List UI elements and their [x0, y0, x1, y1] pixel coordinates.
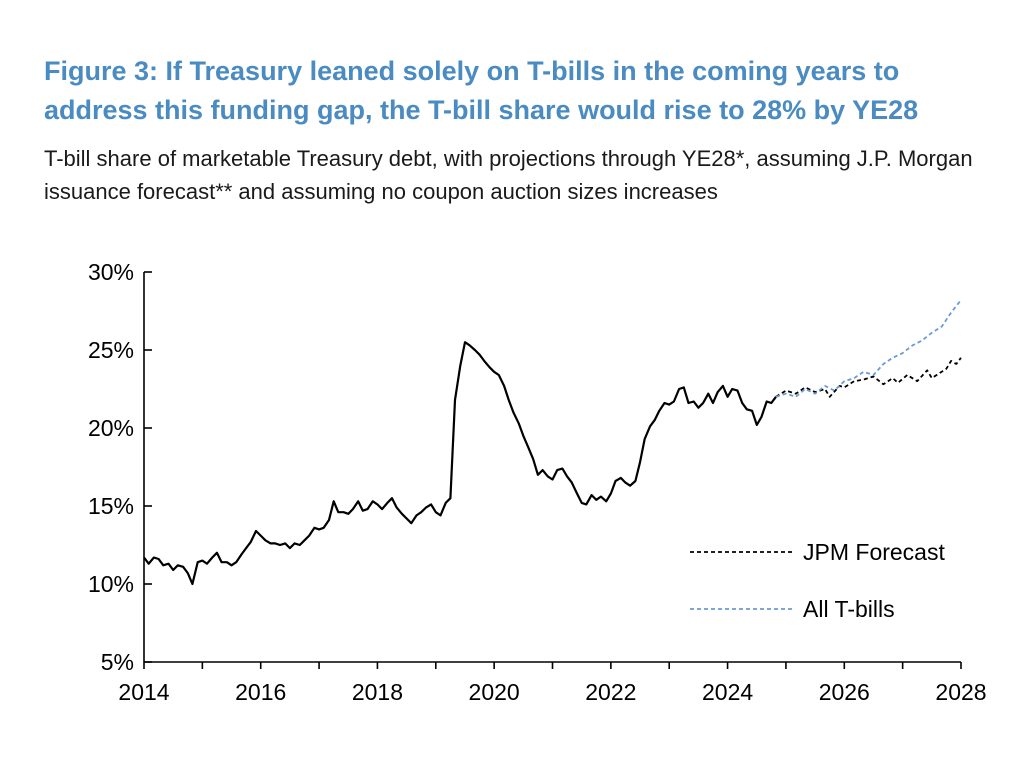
series-line-actual [143, 341, 777, 586]
x-tick-label: 2018 [352, 679, 403, 705]
x-tick-label: 2026 [819, 679, 870, 705]
series-line-all-t-bills [775, 299, 962, 398]
series-line-jpm-forecast [775, 357, 962, 398]
y-tick-label: 20% [88, 415, 134, 441]
figure-title: Figure 3: If Treasury leaned solely on T… [44, 56, 919, 125]
x-tick-label: 2016 [235, 679, 286, 705]
y-tick-label: 5% [101, 649, 134, 675]
x-tick-label: 2024 [702, 679, 753, 705]
y-tick-label: 30% [88, 259, 134, 285]
x-tick-label: 2028 [935, 679, 986, 705]
x-tick-label: 2022 [585, 679, 636, 705]
legend-label-all-t-bills: All T-bills [803, 596, 895, 622]
y-tick-label: 25% [88, 337, 134, 363]
y-tick-label: 10% [88, 571, 134, 597]
x-tick-label: 2014 [118, 679, 169, 705]
legend: JPM Forecast All T-bills [690, 539, 945, 622]
y-tick-label: 15% [88, 493, 134, 519]
series-lines [143, 299, 962, 586]
x-axis: 2014 2016 2018 2020 2022 2024 2026 2028 [118, 661, 987, 705]
figure-subtitle: T-bill share of marketable Treasury debt… [44, 146, 973, 204]
y-axis: 5% 10% 15% 20% 25% 30% [88, 259, 152, 675]
legend-label-jpm-forecast: JPM Forecast [803, 539, 945, 565]
x-tick-label: 2020 [469, 679, 520, 705]
